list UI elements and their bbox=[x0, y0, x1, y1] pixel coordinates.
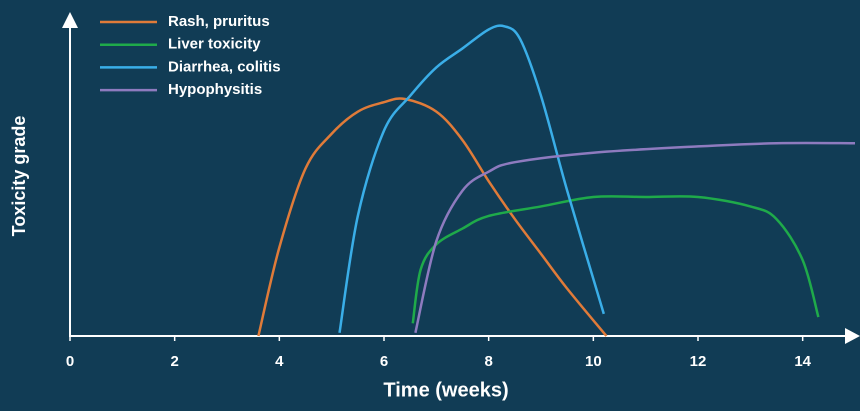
x-arrow bbox=[845, 328, 860, 344]
x-tick-label: 12 bbox=[690, 353, 707, 370]
y-arrow bbox=[62, 12, 78, 28]
x-axis-title: Time (weeks) bbox=[383, 379, 508, 401]
x-tick-label: 14 bbox=[794, 353, 811, 370]
x-tick-label: 6 bbox=[380, 353, 388, 370]
x-tick-label: 8 bbox=[484, 353, 492, 370]
legend-label: Liver toxicity bbox=[168, 36, 261, 53]
x-tick-label: 10 bbox=[585, 353, 602, 370]
x-tick-label: 4 bbox=[275, 353, 284, 370]
series-line bbox=[338, 24, 605, 334]
legend-label: Diarrhea, colitis bbox=[168, 58, 281, 75]
legend-label: Rash, pruritus bbox=[168, 13, 270, 30]
y-axis-title: Toxicity grade bbox=[9, 116, 29, 237]
series-line bbox=[414, 141, 856, 334]
x-tick-label: 0 bbox=[66, 353, 74, 370]
series-line bbox=[257, 97, 608, 337]
x-tick-label: 2 bbox=[170, 353, 178, 370]
legend-label: Hypophysitis bbox=[168, 81, 262, 98]
